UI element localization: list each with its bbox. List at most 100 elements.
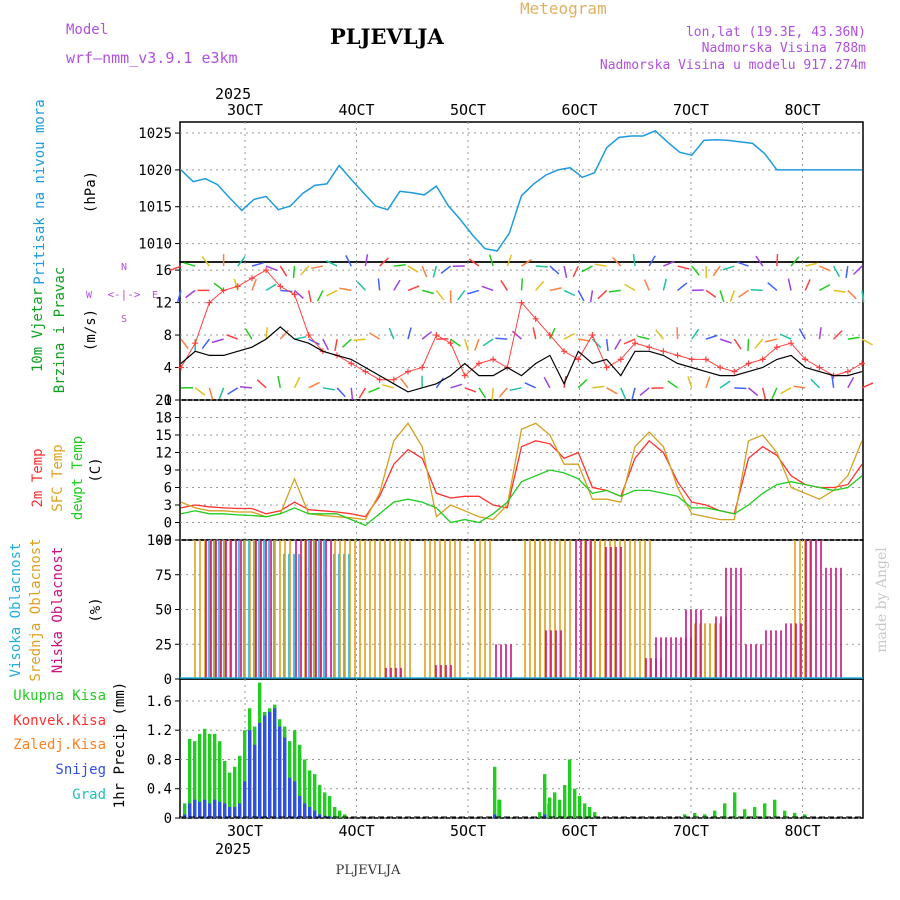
credit-watermark: made by Angel <box>874 547 890 653</box>
wind-arrow <box>597 289 608 300</box>
wind-arrow <box>457 289 466 301</box>
precip-total-bar <box>323 792 327 818</box>
temp-sfc-line <box>180 422 863 521</box>
pressure-ytick-label: 1010 <box>138 237 172 253</box>
precip-snow-bar <box>288 777 292 818</box>
precip-total-bar <box>588 807 592 818</box>
wind-arrow <box>368 387 380 393</box>
precip-total-bar <box>803 814 807 818</box>
precip-total-bar <box>703 814 707 818</box>
wind-arrow <box>356 281 366 291</box>
wind-arrow <box>719 380 731 389</box>
wind-arrow <box>280 289 293 293</box>
gust-marker <box>532 315 539 322</box>
precip-snow-bar <box>203 799 207 818</box>
precip-total-bar <box>193 741 197 818</box>
precip-total-bar <box>238 755 242 818</box>
gust-marker <box>475 360 482 367</box>
precip-total-bar <box>793 812 797 818</box>
wind-arrow <box>279 329 289 340</box>
bottom-date-label: 8OCT <box>784 822 820 840</box>
wind-arrow <box>435 377 445 389</box>
temp-2m-line <box>180 439 863 518</box>
gust-marker <box>816 364 823 371</box>
top-date-label: 7OCT <box>673 101 709 119</box>
wind-title-label: 10m Vjetar <box>30 288 46 372</box>
precip-total-bar <box>593 812 597 818</box>
precip-legend-frz: Zaledj.Kisa <box>13 737 106 753</box>
precip-snow-bar <box>543 814 547 818</box>
wind-arrow <box>606 387 618 395</box>
precip-snow-bar <box>268 711 272 818</box>
temp-dew-label: dewpt Temp <box>70 436 86 520</box>
precip-total-bar <box>223 760 227 818</box>
precipitation-ytick-label: 0 <box>164 811 172 827</box>
wind-arrow <box>300 265 310 276</box>
wind-arrow <box>771 387 778 400</box>
wind-arrow <box>379 257 389 267</box>
wind-arrow <box>326 289 338 297</box>
gust-marker <box>773 344 780 351</box>
pressure-units-label: (hPa) <box>83 171 99 213</box>
wind-arrow <box>244 328 253 340</box>
precip-legend-hail: Grad <box>72 787 106 803</box>
wind-arrow <box>535 265 548 268</box>
wind-arrow <box>594 263 607 267</box>
precip-snow-bar <box>263 715 267 818</box>
station-title: PLJEVLJA <box>330 24 444 49</box>
gust-marker <box>674 352 681 359</box>
pressure-ytick-label: 1025 <box>138 126 172 142</box>
pressure-ytick-label: 1015 <box>138 200 172 216</box>
wind-arrow <box>687 376 693 389</box>
wind-arrow <box>435 289 445 301</box>
wind-arrow <box>722 265 735 271</box>
wind-arrow <box>787 278 792 291</box>
gust-marker <box>617 356 624 363</box>
wind-arrow <box>368 332 381 340</box>
wind-arrow <box>341 338 352 348</box>
cloud-high-label: Visoka Oblacnost <box>8 543 24 678</box>
precip-snow-bar <box>183 814 187 818</box>
wind-arrow <box>277 375 282 388</box>
year-label-top: 2025 <box>215 85 251 103</box>
pressure-ytick-label: 1020 <box>138 163 172 179</box>
wind-legend-n: N <box>121 262 127 273</box>
wind-arrow <box>407 265 419 273</box>
wind-arrow <box>506 254 513 267</box>
bottom-date-labels: 3OCT 4OCT 5OCT 6OCT 7OCT 8OCT <box>227 822 821 840</box>
wind-arrow <box>310 265 324 270</box>
precip-total-bar <box>558 799 562 818</box>
temp-sfc-label: SFC Temp <box>50 444 66 511</box>
clouds-ytick-label: 25 <box>155 637 172 653</box>
wind-legend-w: W <box>86 290 93 301</box>
precip-total-bar <box>713 810 717 818</box>
wind-arrow <box>819 283 831 292</box>
precip-total-bar <box>293 730 297 818</box>
wind-arrow <box>747 339 750 352</box>
wind-arrow <box>495 337 508 340</box>
precip-total-bar <box>493 766 497 818</box>
gust-marker <box>802 356 809 363</box>
wind-arrow <box>847 289 857 300</box>
wind-arrow <box>734 387 747 390</box>
wind-arrow <box>322 338 329 351</box>
bottom-date-label: 3OCT <box>227 822 263 840</box>
wind-arrow <box>755 255 764 267</box>
precip-snow-bar <box>313 810 317 818</box>
wind-legend-glyph: <-|-> <box>107 288 140 301</box>
wind-arrow <box>350 387 354 400</box>
wind-units-label: (m/s) <box>83 309 99 351</box>
precip-total-bar <box>198 733 202 818</box>
gust-marker <box>561 348 568 355</box>
wind-arrow <box>239 386 253 389</box>
gust-marker <box>546 332 553 339</box>
precip-total-bar <box>218 741 222 818</box>
top-date-label: 6OCT <box>561 101 597 119</box>
wind-arrow <box>511 330 522 340</box>
precipitation-ytick-label: 1.6 <box>147 694 172 710</box>
precip-snow-bar <box>243 781 247 818</box>
precip-total-bar <box>543 774 547 818</box>
wind-arrow <box>819 265 831 272</box>
gust-marker <box>731 368 738 375</box>
wind-arrow <box>729 290 736 303</box>
